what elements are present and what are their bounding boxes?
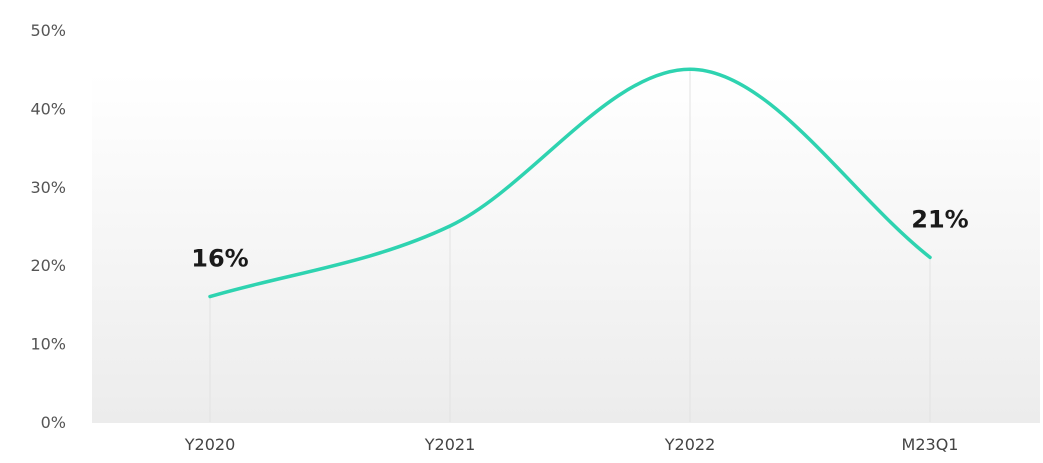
x-axis-ticks: Y2020 Y2021 Y2022 M23Q1 xyxy=(184,435,959,454)
x-tick-label: Y2021 xyxy=(424,435,476,454)
y-tick-label: 0% xyxy=(41,413,66,432)
y-tick-label: 40% xyxy=(30,99,66,118)
gridlines xyxy=(209,69,931,422)
y-tick-label: 30% xyxy=(30,178,66,197)
data-label: 16% xyxy=(191,245,248,273)
y-axis-ticks: 0% 10% 20% 30% 40% 50% xyxy=(30,21,66,432)
data-label: 21% xyxy=(911,205,968,233)
y-tick-label: 10% xyxy=(30,335,66,354)
data-labels: 16% 21% xyxy=(191,205,968,272)
x-tick-label: Y2022 xyxy=(664,435,716,454)
y-tick-label: 20% xyxy=(30,256,66,275)
plot-background xyxy=(92,73,1040,423)
series-line xyxy=(208,67,932,299)
y-tick-label: 50% xyxy=(30,21,66,40)
x-tick-label: Y2020 xyxy=(184,435,236,454)
x-tick-label: M23Q1 xyxy=(902,435,959,454)
